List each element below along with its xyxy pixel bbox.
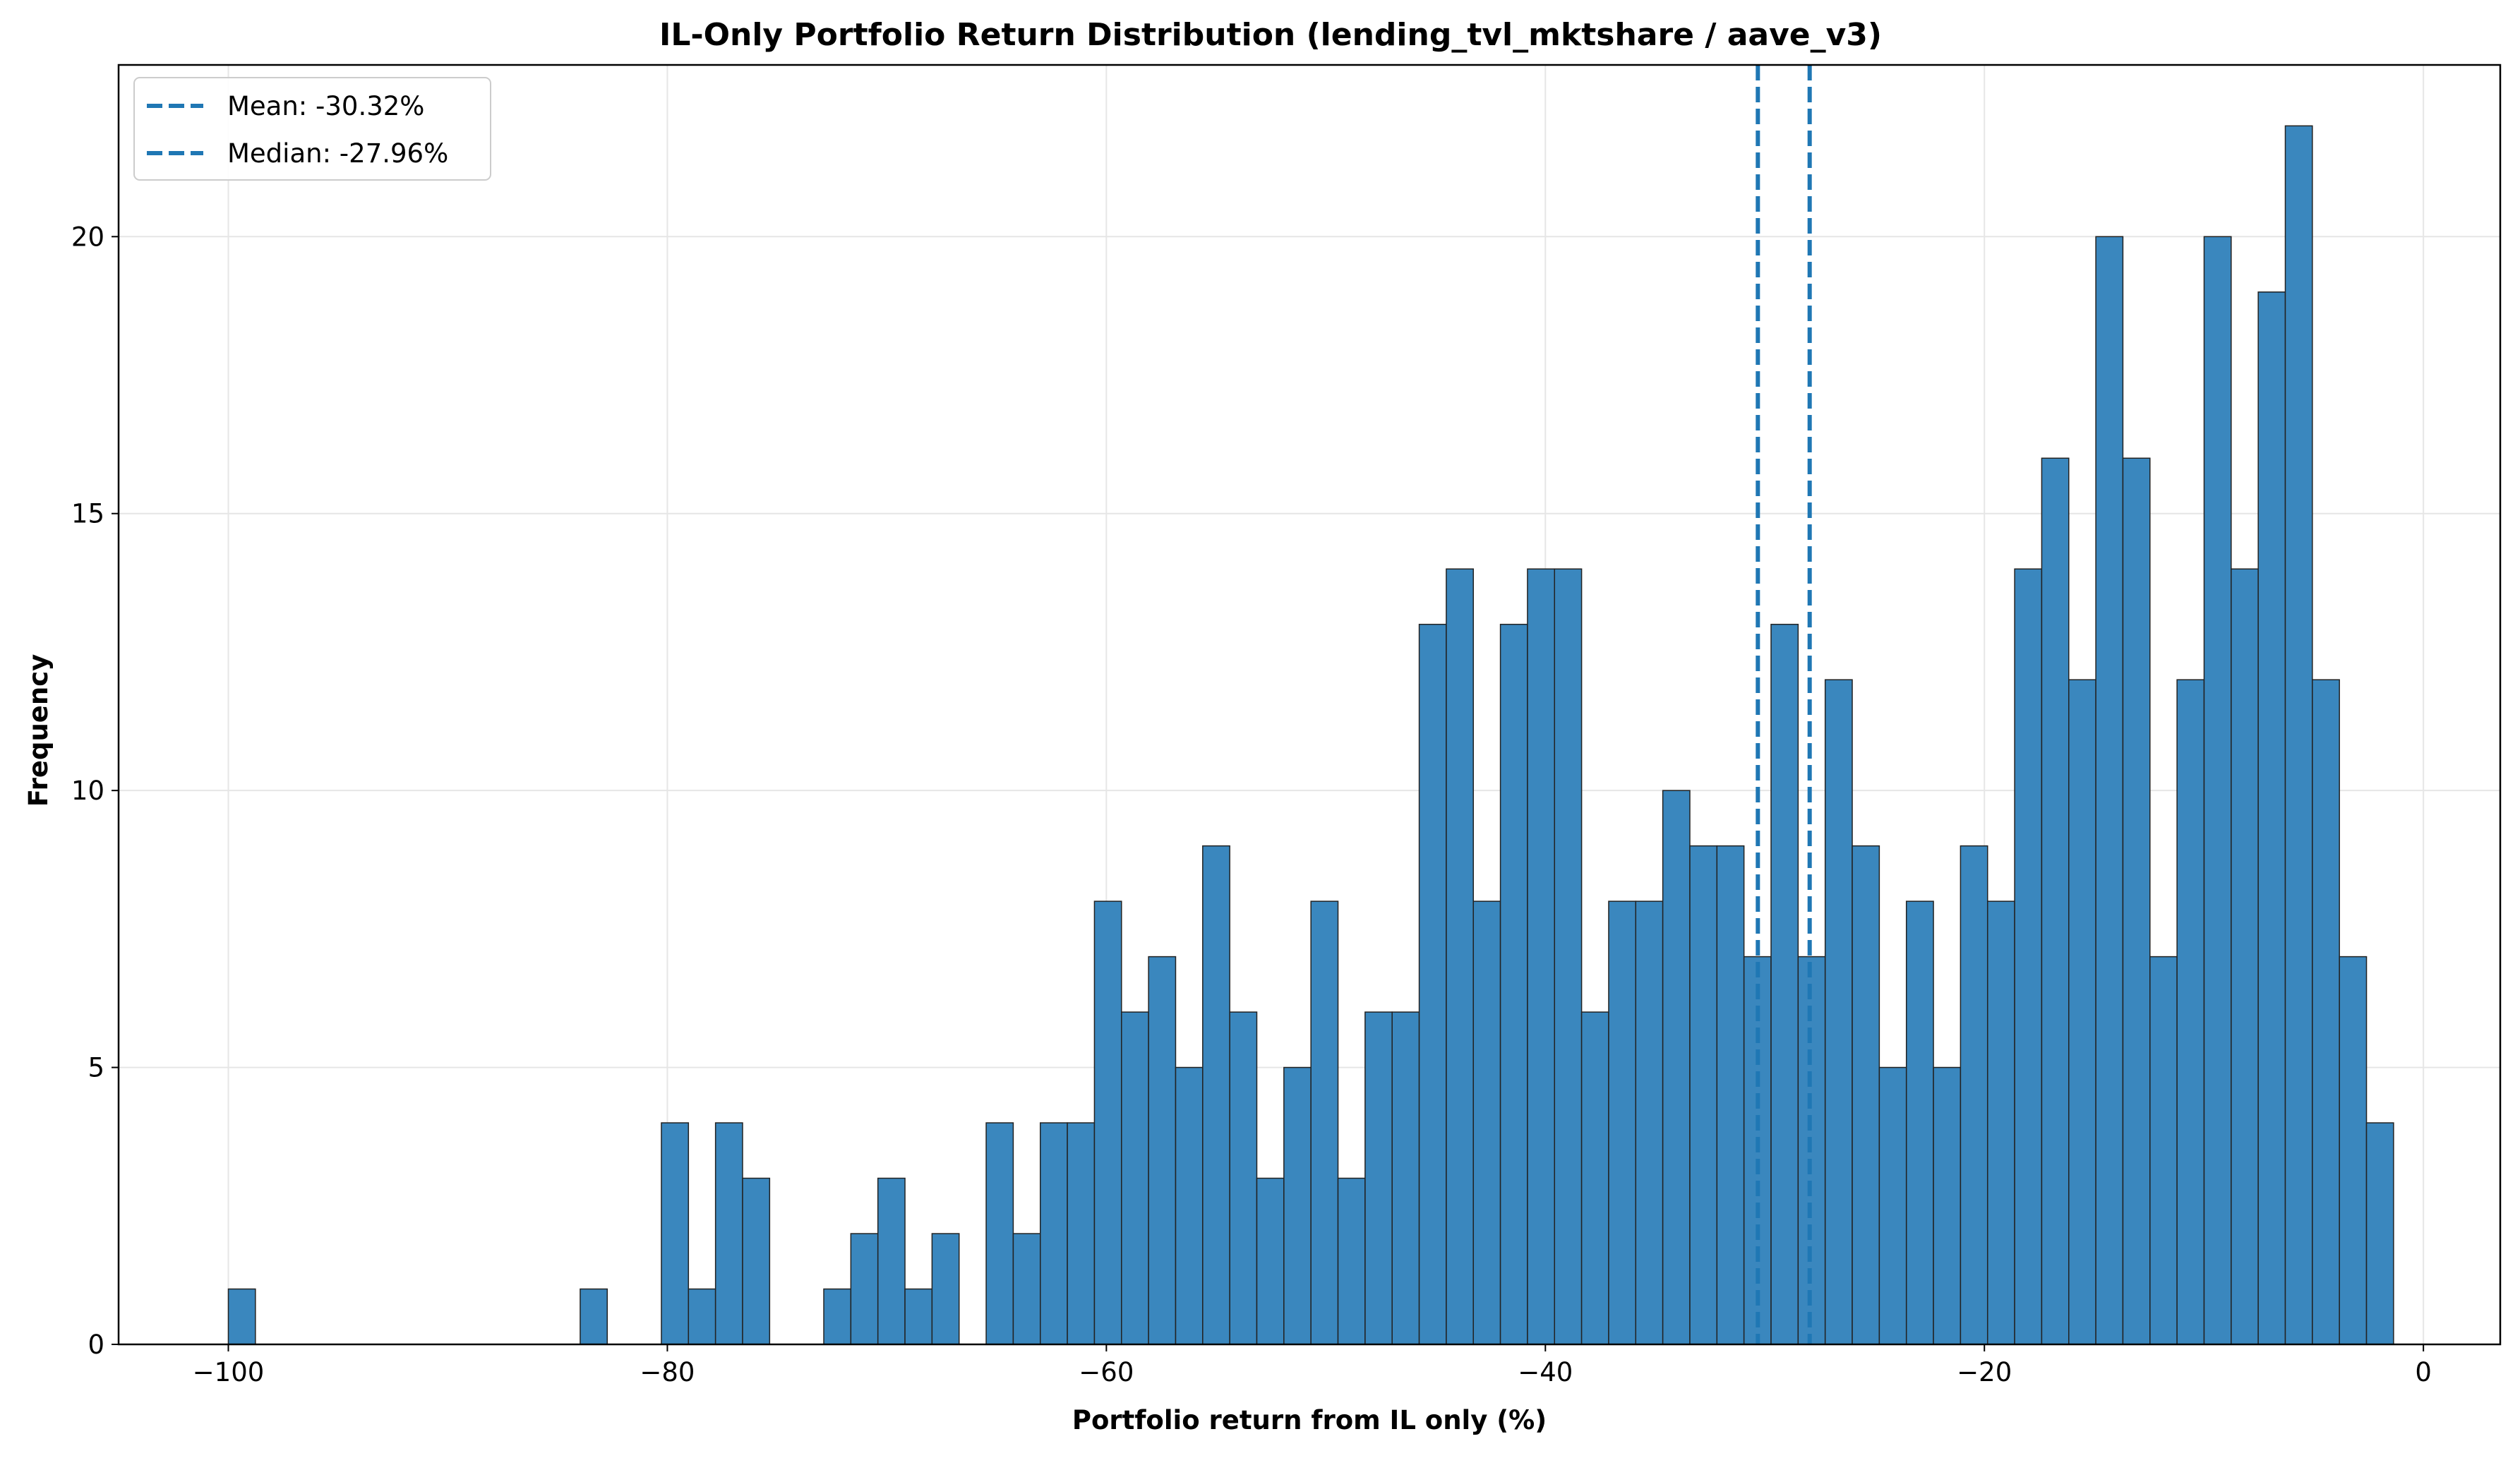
- histogram-bar: [1093, 900, 1122, 1345]
- histogram-bar: [1175, 1066, 1204, 1345]
- histogram-bar: [2068, 679, 2096, 1345]
- histogram-bar: [2041, 457, 2070, 1345]
- reference-lines: [1756, 65, 1812, 1344]
- x-axis-label: Portfolio return from IL only (%): [1072, 1405, 1547, 1435]
- histogram-bar: [1067, 1122, 1096, 1345]
- histogram-bar: [1283, 1066, 1312, 1345]
- histogram-bar: [2231, 568, 2259, 1345]
- y-tick-label: 20: [71, 222, 104, 252]
- histogram-bar: [1012, 1233, 1041, 1345]
- histogram-bar: [2339, 956, 2368, 1345]
- y-tick-label: 15: [71, 499, 104, 529]
- x-tick-label: −20: [1957, 1357, 2012, 1387]
- histogram-bar: [2365, 1122, 2394, 1345]
- histogram-bar: [661, 1122, 690, 1345]
- histogram-bar: [1202, 845, 1230, 1345]
- legend-label-mean: Mean: -30.32%: [227, 91, 424, 121]
- x-tick-label: −60: [1079, 1357, 1134, 1387]
- histogram-bar: [1824, 679, 1853, 1345]
- histogram-bar: [1310, 900, 1339, 1345]
- histogram-bar: [985, 1122, 1014, 1345]
- x-tick-label: −80: [640, 1357, 695, 1387]
- histogram-bar: [2284, 125, 2313, 1345]
- histogram-bar: [1635, 900, 1664, 1345]
- histogram-bar: [1580, 1011, 1609, 1345]
- legend-box: [133, 77, 491, 181]
- y-tick-label: 10: [71, 776, 104, 806]
- histogram-bar: [1446, 568, 1474, 1345]
- histogram-bar: [1933, 1066, 1962, 1345]
- histogram-bar: [1608, 900, 1637, 1345]
- histogram-bar: [688, 1288, 716, 1345]
- histogram-bar: [877, 1177, 906, 1345]
- histogram-bar: [2095, 236, 2124, 1345]
- histogram-bar: [850, 1233, 879, 1345]
- histogram-bar: [823, 1288, 852, 1345]
- histogram-bar: [1418, 623, 1447, 1345]
- legend: Mean: -30.32% Median: -27.96%: [133, 77, 491, 181]
- histogram-bar: [931, 1233, 960, 1345]
- histogram-bar: [1391, 1011, 1420, 1345]
- histogram-bar: [714, 1122, 743, 1345]
- histogram-bar: [227, 1288, 256, 1345]
- ticks-layer: −100 −80 −60 −40 −20 0 0 5 10 15 20: [71, 222, 2432, 1387]
- histogram-bar: [580, 1288, 608, 1345]
- histogram-bar: [1852, 845, 1880, 1345]
- histogram-bar: [904, 1288, 933, 1345]
- histogram-bar: [2014, 568, 2043, 1345]
- x-tick-label: −100: [193, 1357, 265, 1387]
- y-tick-label: 0: [88, 1330, 104, 1360]
- histogram-bar: [2312, 679, 2340, 1345]
- y-tick-label: 5: [88, 1053, 104, 1083]
- histogram-bar: [2203, 236, 2232, 1345]
- histogram-bar: [1472, 900, 1501, 1345]
- x-tick-label: −40: [1518, 1357, 1573, 1387]
- histogram-bar: [1364, 1011, 1393, 1345]
- plot-frame: [117, 64, 2502, 1346]
- y-axis-label: Frequency: [23, 654, 54, 807]
- histogram-bar: [1554, 568, 1583, 1345]
- x-tick-label: 0: [2415, 1357, 2432, 1387]
- legend-label-median: Median: -27.96%: [227, 138, 448, 169]
- histogram-bar: [1662, 790, 1691, 1345]
- histogram-bar: [1716, 845, 1745, 1345]
- histogram-bar: [1770, 623, 1799, 1345]
- bars-layer: [227, 125, 2394, 1345]
- histogram-bar: [1121, 1011, 1149, 1345]
- histogram-bar: [1040, 1122, 1068, 1345]
- histogram-bar: [2176, 679, 2205, 1345]
- histogram-bar: [1986, 900, 2015, 1345]
- histogram-bar: [1499, 623, 1528, 1345]
- histogram-bar: [1256, 1177, 1285, 1345]
- histogram-bar: [1878, 1066, 1907, 1345]
- histogram-bar: [1689, 845, 1718, 1345]
- histogram-bar: [1337, 1177, 1366, 1345]
- histogram-bar: [1960, 845, 1988, 1345]
- histogram-bar: [742, 1177, 771, 1345]
- histogram-bar: [2122, 457, 2151, 1345]
- histogram-bar: [2149, 956, 2178, 1345]
- histogram-bar: [2257, 291, 2286, 1345]
- histogram-bar: [1229, 1011, 1258, 1345]
- chart-title: IL-Only Portfolio Return Distribution (l…: [659, 17, 1882, 53]
- histogram-bar: [1148, 956, 1177, 1345]
- histogram-bar: [1527, 568, 1556, 1345]
- histogram-bar: [1905, 900, 1934, 1345]
